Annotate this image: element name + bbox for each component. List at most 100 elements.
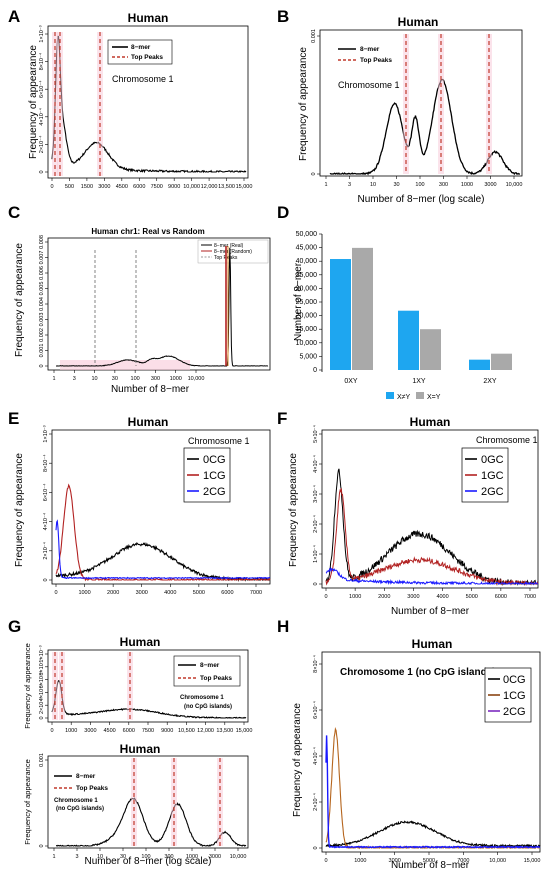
x-tick-label: 100	[415, 182, 424, 188]
x-tick-label: 10	[370, 182, 376, 188]
x-tick-label: 2000	[378, 594, 390, 600]
y-tick-label: 0	[313, 582, 319, 585]
x-tick-label: 30	[393, 182, 399, 188]
y-tick-label: 5,000	[299, 353, 317, 360]
legend-box	[173, 655, 241, 687]
x-tick-label: 100	[131, 376, 140, 382]
x-tick-label: 4000	[164, 590, 176, 596]
x-tick-label: 1000	[461, 182, 473, 188]
panel-b-legend: 8−mer Top Peaks	[338, 46, 392, 64]
panel-g-top-xticks: 0 1000 3000 4500 6000 7500 9000 10,500 12,000 13,…	[50, 722, 252, 734]
legend-label-8mer: 8−mer	[76, 773, 96, 780]
x-tick-label: 3000	[84, 728, 96, 734]
legend-label-eq: X=Y	[427, 394, 441, 401]
legend-label-peaks: Top Peaks	[76, 785, 108, 792]
x-tick-label: 10	[92, 376, 98, 382]
panel-d-yticks: 0 5,000 10,000 15,000 20,000 25,000 30,000 35,0…	[296, 231, 322, 374]
y-tick-label: 0.002	[39, 328, 45, 342]
panel-g-bottom-title: Human	[120, 742, 161, 756]
panel-f-legend: 0GC 1GC 2GC	[461, 447, 509, 503]
x-tick-label: 6000	[123, 728, 135, 734]
x-tick-label: 0	[324, 594, 327, 600]
y-tick-label: 2×10⁻⁴	[38, 135, 45, 153]
panel-label-h: H	[277, 617, 289, 636]
y-tick-label: 2×10⁻⁴	[312, 793, 319, 811]
x-tick-label: 3000	[389, 858, 401, 864]
x-tick-label: 1000	[186, 854, 198, 860]
panel-g-top-title: Human	[120, 635, 161, 649]
panel-e-annotation: Chromosome 1	[188, 436, 250, 446]
y-tick-label: 1×10⁻³	[39, 645, 45, 662]
y-tick-label: 6×10⁻⁴	[38, 80, 45, 98]
panel-label-b: B	[277, 7, 289, 26]
x-tick-label: 30	[112, 376, 118, 382]
x-tick-label: 15,000	[524, 858, 541, 864]
panel-d-bars	[330, 247, 512, 370]
panel-f-yticks: 0 1×10⁻⁴ 2×10⁻⁴ 3×10⁻⁴ 4×10⁻⁴ 5×10⁻⁴	[312, 425, 322, 586]
y-tick-label: 35,000	[296, 272, 318, 279]
y-tick-label: 50,000	[296, 231, 318, 238]
x-tick-label: 12,000	[197, 728, 214, 734]
panel-g-bottom-yticks: 0 0.001	[39, 753, 48, 848]
y-tick-label: 0	[43, 578, 49, 581]
x-tick-label: 7000	[524, 594, 536, 600]
x-tick-label: 1	[52, 854, 55, 860]
panel-f-title: Human	[410, 415, 451, 429]
peak-shade	[127, 652, 133, 720]
panel-g-top: G Human Frequency of appearance Chromoso…	[8, 617, 252, 734]
y-tick-label: 4×10⁻⁴	[312, 747, 319, 765]
x-tick-label: 3	[348, 182, 351, 188]
panel-g-top-8mer-curve	[51, 680, 247, 719]
y-tick-label: 0	[313, 846, 319, 849]
panel-f-ylabel: Frequency of appearance	[288, 453, 299, 567]
x-tick-label: 12,000	[201, 184, 218, 190]
panel-h-frame	[321, 651, 541, 853]
legend-label-2cg: 2CG	[503, 706, 526, 718]
panel-f-xticks: 0 1000 2000 3000 4000 5000 6000 7000	[324, 588, 536, 600]
y-tick-label: 8×10⁻⁴	[42, 454, 49, 472]
bar-2XY-eq	[491, 353, 512, 370]
x-tick-label: 3	[73, 376, 76, 382]
y-tick-label: 0.005	[39, 282, 45, 296]
panel-e: E Human Frequency of appearance Chromoso…	[8, 409, 271, 596]
x-tick-label: 3	[75, 854, 78, 860]
panel-c-xlabel: Number of 8−mer	[111, 384, 190, 395]
legend-label-8mer: 8−mer	[360, 46, 380, 53]
y-tick-label: 1×10⁻³	[43, 425, 49, 442]
legend-label-2cg: 2CG	[203, 486, 226, 498]
x-tick-label: 10,000	[183, 184, 200, 190]
legend-box	[197, 239, 269, 264]
panel-h-0cg-curve	[325, 820, 541, 849]
panel-b-xlabel: Number of 8−mer (log scale)	[358, 194, 485, 205]
panel-b: B Human Frequency of appearance Number o…	[277, 7, 522, 205]
panel-f-1gc-curve	[325, 488, 539, 586]
panel-a-annotation: Chromosome 1	[112, 74, 174, 84]
panel-a-title: Human	[128, 11, 169, 25]
legend-label-8mer: 8−mer	[131, 44, 151, 51]
panel-label-a: A	[8, 7, 20, 26]
bar-1XY-eq	[420, 329, 441, 370]
panel-g-top-yticks: 0 2×10⁻⁴4×10⁻⁴6×10⁻⁴8×10⁻⁴1×10⁻³	[38, 645, 48, 720]
y-tick-label: 4×10⁻⁴	[38, 683, 45, 701]
panel-a-top-peaks	[52, 32, 103, 176]
x-tick-label: 0	[50, 728, 53, 734]
panel-label-d: D	[277, 203, 289, 222]
panel-b-frame	[319, 29, 523, 177]
panel-e-title: Human	[128, 415, 169, 429]
y-tick-label: 3×10⁻⁴	[312, 485, 319, 503]
x-tick-label: 9000	[161, 728, 173, 734]
y-tick-label: 0	[39, 170, 45, 173]
panel-g-bottom-frame	[47, 755, 249, 849]
x-tick-label: 5000	[193, 590, 205, 596]
y-tick-label: 5×10⁻⁴	[312, 425, 319, 443]
x-tick-label: 1	[324, 182, 327, 188]
panel-g-top-top-peaks	[52, 652, 133, 720]
panel-g-top-annotation-1: Chromosome 1	[180, 695, 224, 701]
panel-label-c: C	[8, 203, 20, 222]
legend-label-0gc: 0GC	[481, 454, 504, 466]
y-tick-label: 6×10⁻⁴	[42, 483, 49, 501]
panel-c-xticks: 1 3 10 30 100 300 1000 10,000	[52, 370, 204, 382]
y-tick-label: 1×10⁻³	[39, 25, 45, 42]
panel-f-frame	[321, 429, 539, 589]
panel-a-xticks: 0 500 1500 3000 4500 6000 7500 9000 10,000 12,000…	[50, 178, 252, 190]
